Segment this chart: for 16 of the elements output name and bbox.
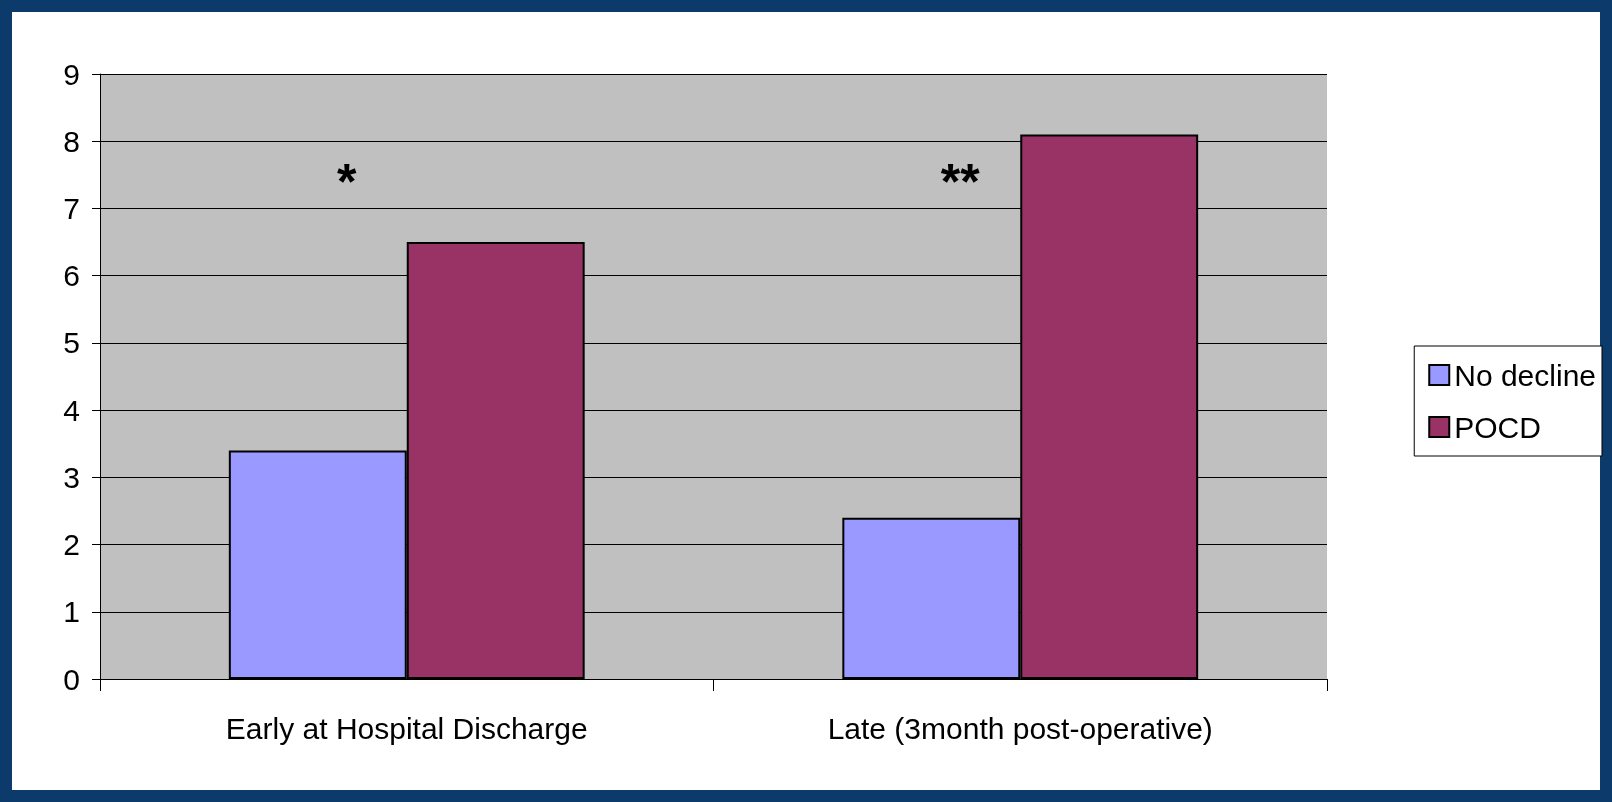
y-tick-label: 7 bbox=[63, 191, 80, 225]
x-tick-label: Late (3month post-operative) bbox=[827, 711, 1213, 745]
y-tick-label: 3 bbox=[63, 460, 80, 494]
y-tick-label: 1 bbox=[63, 595, 80, 629]
x-tick-label: Early at Hospital Discharge bbox=[225, 711, 588, 745]
legend-label: POCD bbox=[1454, 410, 1541, 444]
annotation: * bbox=[337, 154, 358, 210]
y-tick-label: 4 bbox=[63, 393, 80, 427]
y-tick-label: 8 bbox=[63, 124, 80, 158]
legend-label: No decline bbox=[1454, 358, 1597, 392]
y-tick-label: 5 bbox=[63, 326, 80, 360]
annotation: ** bbox=[940, 154, 981, 210]
y-tick-label: 9 bbox=[63, 57, 80, 91]
y-tick-label: 2 bbox=[63, 528, 80, 562]
y-tick-label: 0 bbox=[63, 662, 80, 696]
y-tick-label: 6 bbox=[63, 259, 80, 293]
